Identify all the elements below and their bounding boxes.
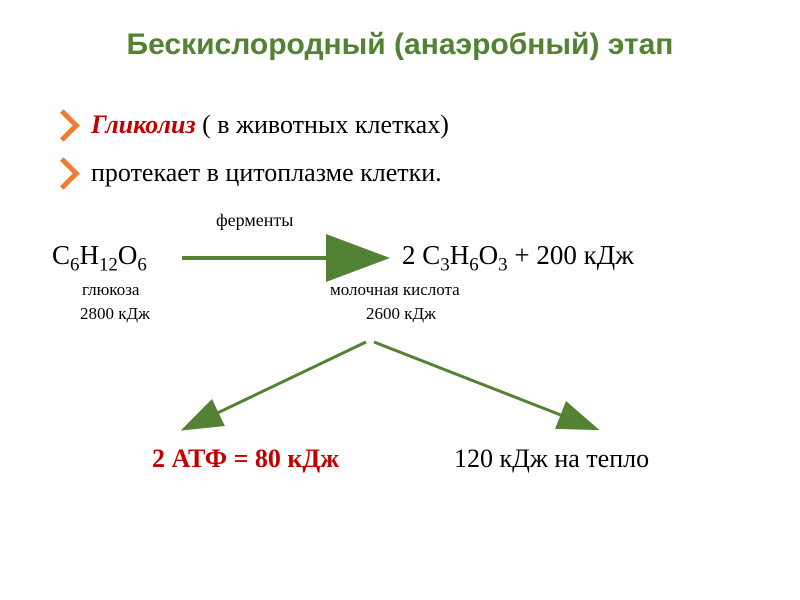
chevron-icon <box>47 157 80 190</box>
enzyme-label: ферменты <box>216 210 293 231</box>
reaction-arrow-icon <box>182 250 392 270</box>
bullet-1-rest: ( в животных клетках) <box>202 110 449 139</box>
bullet-2-text: протекает в цитоплазме клетки. <box>91 158 442 188</box>
label-energy-product: 2600 кДж <box>366 304 436 324</box>
bullet-1-text: Гликолиз ( в животных клетках) <box>91 110 449 140</box>
bullet-2: протекает в цитоплазме клетки. <box>52 158 442 188</box>
formula-product: 2 C3H6O3 + 200 кДж <box>402 240 634 271</box>
label-glucose: глюкоза <box>82 280 139 300</box>
chevron-icon <box>47 109 80 142</box>
heat-result: 120 кДж на тепло <box>454 444 649 474</box>
split-arrow-right-icon <box>374 342 604 442</box>
slide-title-text: Бескислородный (анаэробный) этап <box>127 28 674 61</box>
atp-result: 2 АТФ = 80 кДж <box>152 444 339 474</box>
split-arrow-left-icon <box>176 342 376 442</box>
label-lactic-acid: молочная кислота <box>330 280 460 300</box>
bullet-1: Гликолиз ( в животных клетках) <box>52 110 449 140</box>
formula-glucose: C6H12O6 <box>52 240 147 271</box>
bullet-1-term: Гликолиз <box>91 110 202 139</box>
label-energy-glucose: 2800 кДж <box>80 304 150 324</box>
slide-title: Бескислородный (анаэробный) этап <box>0 28 800 62</box>
